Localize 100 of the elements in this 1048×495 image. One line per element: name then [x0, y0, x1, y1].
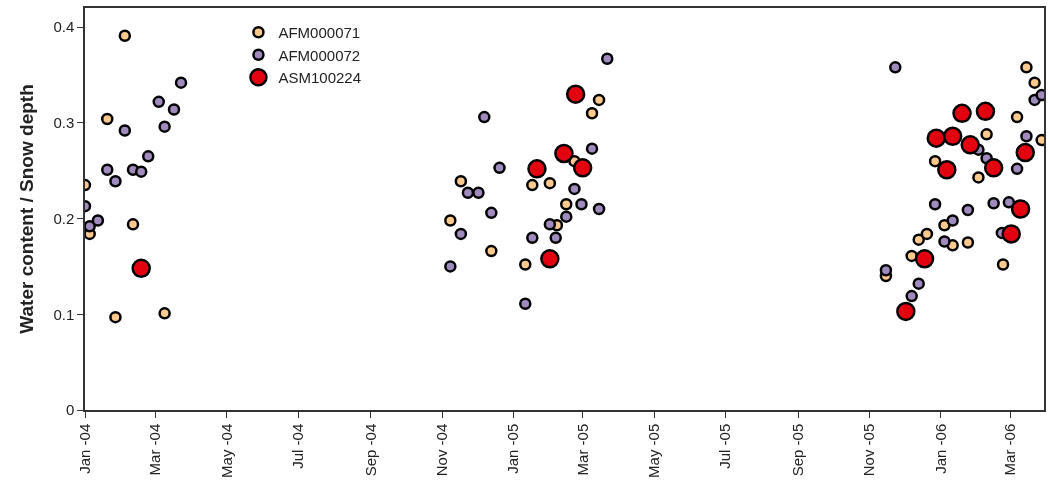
- x-tick-label: Nov -05: [860, 423, 878, 477]
- point: [526, 231, 539, 244]
- legend-label: AFM000072: [278, 46, 361, 64]
- point: [519, 297, 532, 311]
- point: [914, 249, 935, 269]
- point: [118, 29, 132, 43]
- point: [983, 158, 1004, 178]
- point: [1015, 142, 1036, 163]
- point: [543, 218, 557, 231]
- point: [926, 128, 947, 148]
- point: [134, 165, 148, 178]
- y-tick-label: 0.3: [53, 114, 75, 132]
- point: [975, 101, 996, 122]
- point: [141, 150, 155, 163]
- point: [960, 135, 980, 155]
- x-tick-label: Mar -05: [573, 423, 591, 476]
- point: [174, 76, 188, 89]
- point: [101, 163, 114, 177]
- point: [454, 174, 468, 188]
- point: [961, 203, 975, 217]
- x-tick-label: May -04: [217, 423, 235, 478]
- x-tick-label: Nov -04: [433, 423, 451, 477]
- point: [485, 206, 498, 220]
- point: [980, 128, 993, 141]
- point: [158, 120, 171, 133]
- point: [946, 214, 959, 227]
- point: [928, 197, 942, 211]
- point: [928, 154, 942, 168]
- point: [937, 160, 957, 180]
- point: [961, 236, 975, 249]
- y-axis-title: Water content / Snow depth: [15, 84, 37, 334]
- point: [905, 289, 918, 303]
- point: [560, 197, 573, 211]
- x-tick-label: Jan -05: [504, 423, 522, 474]
- y-tick-label: 0.4: [53, 18, 75, 36]
- point: [454, 227, 468, 241]
- point: [519, 258, 532, 271]
- legend-label: AFM000071: [278, 24, 361, 42]
- point: [896, 301, 916, 322]
- x-tick-label: May -05: [644, 423, 662, 478]
- point: [527, 159, 547, 179]
- y-tick-label: 0.1: [53, 305, 75, 323]
- point: [167, 103, 181, 116]
- point: [879, 264, 893, 277]
- point: [585, 142, 599, 155]
- point: [472, 186, 485, 199]
- point: [920, 227, 934, 241]
- point: [152, 95, 166, 109]
- point: [889, 61, 902, 74]
- point: [952, 103, 972, 124]
- point: [938, 235, 951, 248]
- point: [526, 178, 539, 192]
- point: [1001, 224, 1021, 244]
- point: [600, 52, 614, 65]
- x-tick-label: Jan -04: [75, 423, 93, 474]
- point: [554, 143, 574, 164]
- point: [592, 93, 606, 107]
- point: [101, 112, 114, 126]
- x-tick-label: Jan -06: [931, 423, 949, 474]
- point: [592, 202, 606, 216]
- x-tick-label: Jul -05: [716, 423, 734, 469]
- point: [493, 161, 506, 175]
- point: [1010, 110, 1024, 124]
- point: [158, 307, 171, 320]
- x-tick-label: Jul -04: [288, 423, 306, 469]
- point: [996, 258, 1010, 271]
- point: [126, 218, 140, 231]
- point: [118, 124, 132, 137]
- point: [568, 182, 581, 196]
- point: [942, 126, 963, 146]
- x-tick-label: Mar -06: [1000, 423, 1018, 476]
- y-tick-label: 0.2: [53, 209, 75, 227]
- point: [987, 197, 1000, 210]
- point: [1028, 76, 1041, 89]
- point: [912, 233, 925, 246]
- point: [912, 277, 925, 290]
- point: [1010, 162, 1024, 176]
- point: [1010, 199, 1031, 219]
- point: [575, 197, 588, 211]
- point: [91, 214, 105, 227]
- point: [565, 84, 586, 104]
- x-tick-label: Mar -04: [146, 423, 164, 476]
- point: [1020, 130, 1033, 143]
- point: [560, 210, 573, 223]
- point: [109, 174, 122, 188]
- point: [585, 107, 599, 120]
- legend-label: ASM100224: [278, 69, 361, 87]
- point: [543, 176, 557, 190]
- point: [109, 310, 122, 324]
- x-tick-label: Sep -05: [788, 423, 806, 477]
- point: [540, 249, 560, 269]
- point: [131, 258, 151, 279]
- point: [1020, 61, 1033, 74]
- point: [485, 244, 498, 258]
- point: [444, 214, 457, 227]
- y-tick-label: 0: [65, 401, 75, 419]
- point: [572, 158, 593, 178]
- point: [549, 231, 562, 244]
- point: [478, 110, 491, 124]
- x-tick-label: Sep -04: [361, 423, 379, 477]
